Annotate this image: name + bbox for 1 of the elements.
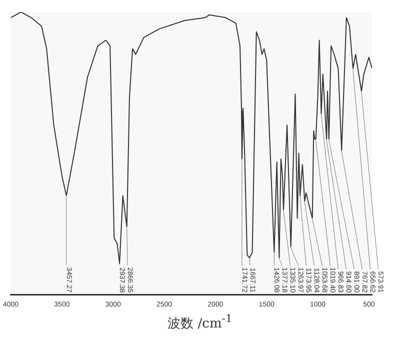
x-axis-title: 波数 /cm$^{-1}$ <box>166 312 234 332</box>
